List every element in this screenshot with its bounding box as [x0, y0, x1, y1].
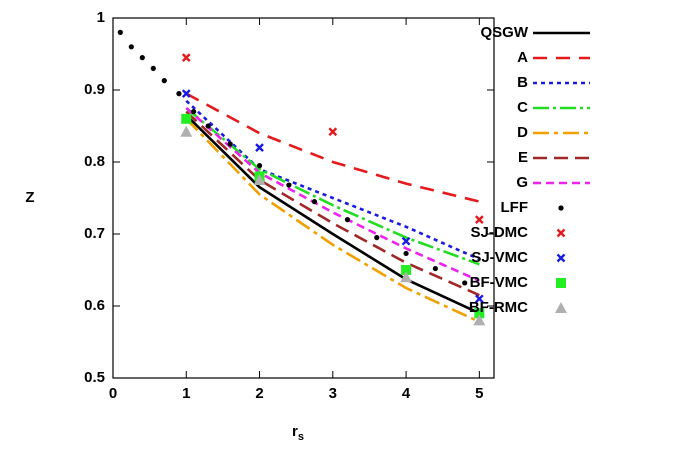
y-axis-label: Z: [25, 189, 34, 206]
x-tick-label: 4: [402, 385, 411, 402]
point: [150, 65, 156, 71]
x-tick-label: 0: [109, 385, 117, 402]
legend-label: BF-RMC: [469, 299, 528, 316]
x-axis-label: rs: [292, 423, 304, 443]
x-label-main: r: [292, 423, 298, 440]
point: [181, 113, 192, 124]
y-tick-label: 0.5: [84, 369, 105, 386]
point: [161, 78, 167, 84]
point: [473, 314, 486, 326]
point: [462, 280, 468, 286]
legend-swatch: [558, 205, 564, 211]
point: [432, 265, 438, 272]
y-tick-label: 0.9: [84, 81, 105, 98]
y-tick-label: 0.7: [84, 225, 105, 242]
x-tick-label: 5: [475, 385, 483, 402]
point: [374, 235, 380, 241]
point: [181, 53, 191, 62]
legend-label: B: [517, 74, 528, 91]
point: [255, 143, 264, 152]
y-tick-label: 0.6: [84, 297, 105, 314]
legend-label: G: [516, 174, 528, 191]
point: [328, 127, 338, 137]
point: [176, 91, 182, 97]
point: [253, 174, 266, 185]
point: [401, 265, 412, 275]
point: [205, 123, 211, 129]
point: [400, 271, 413, 283]
point: [139, 55, 145, 61]
point: [474, 294, 484, 304]
legend-label: C: [517, 99, 528, 116]
legend-label: LFF: [501, 199, 529, 216]
y-tick-label: 1: [97, 9, 105, 26]
series-line: [185, 107, 480, 282]
point: [403, 250, 409, 257]
point: [286, 182, 292, 188]
series-line: [185, 99, 480, 261]
series-line: [185, 114, 480, 315]
point: [190, 109, 197, 115]
series-line: [185, 110, 480, 297]
x-label-sub: s: [298, 431, 304, 443]
x-tick-label: 3: [329, 385, 337, 402]
plot-frame: [112, 17, 495, 379]
point: [474, 215, 484, 224]
legend-swatch: [555, 302, 567, 313]
point: [344, 217, 351, 223]
legend-label: QSGW: [481, 24, 529, 41]
point: [117, 29, 123, 35]
legend-label: BF-VMC: [470, 274, 528, 291]
point: [474, 308, 485, 319]
series-line: [185, 92, 480, 203]
x-tick-label: 2: [255, 385, 263, 402]
legend-label: SJ-VMC: [471, 249, 528, 266]
point: [128, 44, 134, 50]
legend-label: A: [517, 49, 528, 66]
legend-label: SJ-DMC: [470, 224, 528, 241]
point: [181, 89, 191, 98]
legend-label: E: [518, 149, 528, 166]
point: [180, 125, 193, 137]
legend-swatch: [556, 253, 566, 263]
legend-swatch: [556, 278, 566, 288]
point: [256, 163, 263, 169]
x-tick-label: 1: [182, 385, 190, 402]
point: [227, 141, 233, 147]
point: [401, 236, 411, 246]
series-line: [185, 107, 480, 266]
legend-swatch: [556, 228, 566, 238]
y-tick-label: 0.8: [84, 153, 105, 170]
point: [311, 199, 318, 205]
series-line: [185, 117, 480, 324]
legend-label: D: [517, 124, 528, 141]
